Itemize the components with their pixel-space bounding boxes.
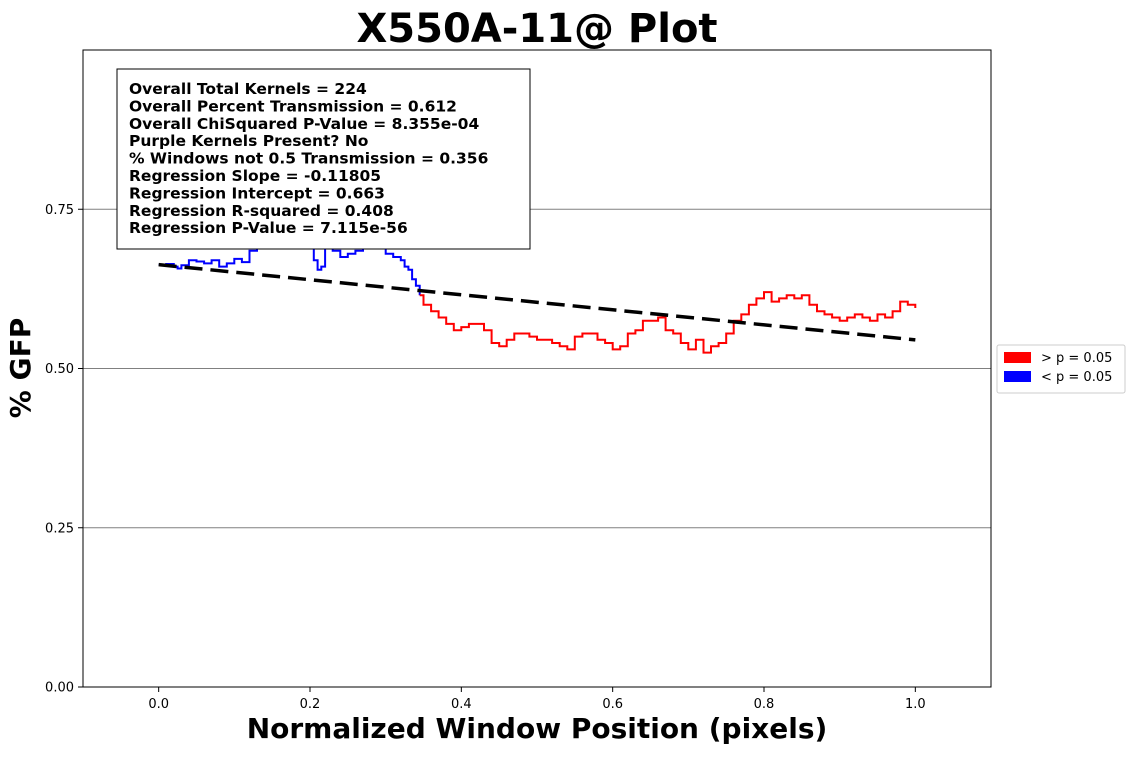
y-tick-label: 0.25	[45, 521, 74, 536]
x-tick-label: 0.2	[300, 697, 321, 712]
x-axis-label: Normalized Window Position (pixels)	[247, 712, 828, 745]
x-tick-label: 1.0	[905, 697, 926, 712]
x-tick-label: 0.6	[602, 697, 623, 712]
legend-label: < p = 0.05	[1041, 370, 1112, 385]
regression-line	[158, 262, 916, 342]
grid	[83, 208, 991, 529]
series-line-1	[419, 291, 917, 354]
stats-line: Regression Intercept = 0.663	[129, 184, 385, 202]
x-tick-label: 0.4	[451, 697, 472, 712]
x-tick-label: 0.8	[754, 697, 775, 712]
stats-line: Overall Percent Transmission = 0.612	[129, 97, 457, 115]
stats-box-frame	[116, 68, 531, 250]
stats-line: Regression P-Value = 7.115e-56	[129, 219, 408, 237]
legend: > p = 0.05 < p = 0.05	[996, 344, 1126, 394]
y-tick-label: 0.75	[45, 203, 74, 218]
ticks: 0.00 0.25 0.50 0.75 0.0 0.2 0.4 0.6 0.8 1.0	[45, 203, 926, 712]
stats-line: Overall Total Kernels = 224	[129, 80, 367, 98]
x-tick-label: 0.0	[148, 697, 169, 712]
chart-title: X550A-11@ Plot	[356, 6, 717, 52]
y-axis-label: % GFP	[4, 318, 37, 418]
y-tick-label: 0.00	[45, 681, 74, 696]
stats-line: Overall ChiSquared P-Value = 8.355e-04	[129, 115, 479, 133]
stats-line: % Windows not 0.5 Transmission = 0.356	[129, 150, 488, 168]
legend-swatch-0	[1004, 352, 1031, 363]
stats-line: Regression R-squared = 0.408	[129, 202, 394, 220]
regression-layer	[158, 262, 916, 342]
y-tick-label: 0.50	[45, 362, 74, 377]
legend-label: > p = 0.05	[1041, 351, 1112, 366]
legend-swatch-1	[1004, 371, 1031, 382]
stats-line: Purple Kernels Present? No	[129, 132, 368, 150]
stats-line: Regression Slope = -0.11805	[129, 167, 381, 185]
